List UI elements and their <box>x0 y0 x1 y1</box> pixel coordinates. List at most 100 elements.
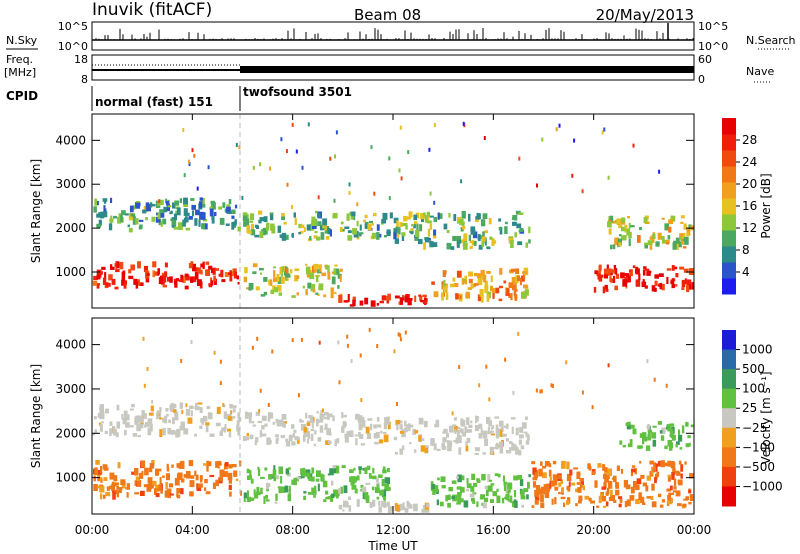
colorbar-tick-label: −500 <box>742 460 775 474</box>
heatmap-cell <box>162 417 166 423</box>
heatmap-cell <box>387 293 391 301</box>
heatmap-cell <box>160 221 163 227</box>
heatmap-cell <box>194 433 197 437</box>
heatmap-cell <box>582 485 585 491</box>
heatmap-cell <box>140 460 146 468</box>
heatmap-cell <box>607 363 610 368</box>
heatmap-cell <box>243 492 249 499</box>
heatmap-cell <box>610 273 613 276</box>
heatmap-cell <box>302 285 305 289</box>
heatmap-cell <box>621 235 623 241</box>
heatmap-cell <box>682 246 687 249</box>
heatmap-cell <box>461 211 466 219</box>
heatmap-cell <box>259 267 264 271</box>
heatmap-cell <box>373 212 377 217</box>
heatmap-cell <box>176 207 181 216</box>
heatmap-cell <box>311 490 317 495</box>
heatmap-cell <box>366 465 371 471</box>
heatmap-cell <box>159 211 165 218</box>
heatmap-cell <box>294 217 297 225</box>
heatmap-cell <box>231 215 235 219</box>
heatmap-cell <box>205 269 210 276</box>
heatmap-cell <box>280 276 285 284</box>
heatmap-cell <box>433 229 437 236</box>
heatmap-cell <box>211 216 215 224</box>
heatmap-cell <box>659 504 664 508</box>
heatmap-cell <box>238 145 241 150</box>
heatmap-cell <box>581 390 584 395</box>
heatmap-cell <box>108 274 113 281</box>
heatmap-cell <box>461 498 464 503</box>
heatmap-cell <box>303 426 307 433</box>
heatmap-cell <box>358 424 361 431</box>
heatmap-cell <box>146 273 150 276</box>
colorbar-tick-label: 4 <box>742 265 750 279</box>
heatmap-cell <box>632 428 637 435</box>
heatmap-cell <box>358 466 362 470</box>
heatmap-cell <box>278 488 282 494</box>
heatmap-cell <box>517 241 523 246</box>
heatmap-cell <box>168 419 171 423</box>
heatmap-cell <box>180 274 184 282</box>
heatmap-cell <box>115 261 118 269</box>
heatmap-cell <box>382 469 387 474</box>
heatmap-cell <box>124 213 129 216</box>
heatmap-cell <box>132 433 138 437</box>
heatmap-cell <box>668 492 671 501</box>
heatmap-cell <box>257 466 260 471</box>
colorbar-cell <box>722 134 736 151</box>
heatmap-cell <box>152 481 155 486</box>
heatmap-cell <box>218 206 223 210</box>
heatmap-cell <box>213 275 216 282</box>
heatmap-cell <box>220 269 224 278</box>
heatmap-cell <box>183 208 188 216</box>
heatmap-cell <box>354 434 358 437</box>
heatmap-cell <box>287 493 292 502</box>
heatmap-cell <box>349 304 355 307</box>
heatmap-cell <box>237 226 241 232</box>
heatmap-cell <box>360 443 365 446</box>
heatmap-cell <box>613 499 617 503</box>
heatmap-cell <box>394 295 400 299</box>
heatmap-cell <box>631 465 636 468</box>
colorbar-tick-label: 25 <box>742 401 757 415</box>
heatmap-cell <box>95 460 100 465</box>
heatmap-cell <box>259 388 262 393</box>
heatmap-cell <box>518 212 524 215</box>
heatmap-cell <box>187 159 190 164</box>
heatmap-cell <box>116 421 121 429</box>
heatmap-cell <box>199 407 203 413</box>
heatmap-cell <box>408 423 411 432</box>
heatmap-cell <box>445 495 449 502</box>
heatmap-cell <box>651 501 657 508</box>
heatmap-cell <box>613 265 617 271</box>
heatmap-cell <box>540 502 545 509</box>
heatmap-cell <box>500 429 503 437</box>
heatmap-cell <box>140 490 145 496</box>
heatmap-cell <box>97 477 100 482</box>
heatmap-cell <box>309 272 315 280</box>
heatmap-cell <box>418 435 422 442</box>
heatmap-cell <box>455 293 459 300</box>
heatmap-cell <box>258 210 263 215</box>
heatmap-cell <box>691 282 694 290</box>
heatmap-cell <box>155 216 161 223</box>
heatmap-cell <box>112 491 116 500</box>
heatmap-cell <box>491 238 495 246</box>
heatmap-cell <box>669 423 675 427</box>
heatmap-cell <box>124 429 127 436</box>
heatmap-cell <box>610 278 615 283</box>
heatmap-cell <box>145 202 150 210</box>
nave-tick-top: 60 <box>698 53 712 66</box>
heatmap-cell <box>669 492 674 496</box>
heatmap-cell <box>463 233 468 242</box>
heatmap-cell <box>316 411 319 414</box>
heatmap-cell <box>676 441 680 445</box>
heatmap-cell <box>659 430 663 434</box>
heatmap-cell <box>519 434 524 439</box>
heatmap-cell <box>604 467 608 475</box>
heatmap-cell <box>509 447 512 454</box>
heatmap-cell <box>176 463 180 468</box>
heatmap-cell <box>420 445 425 452</box>
heatmap-cell <box>199 475 203 481</box>
